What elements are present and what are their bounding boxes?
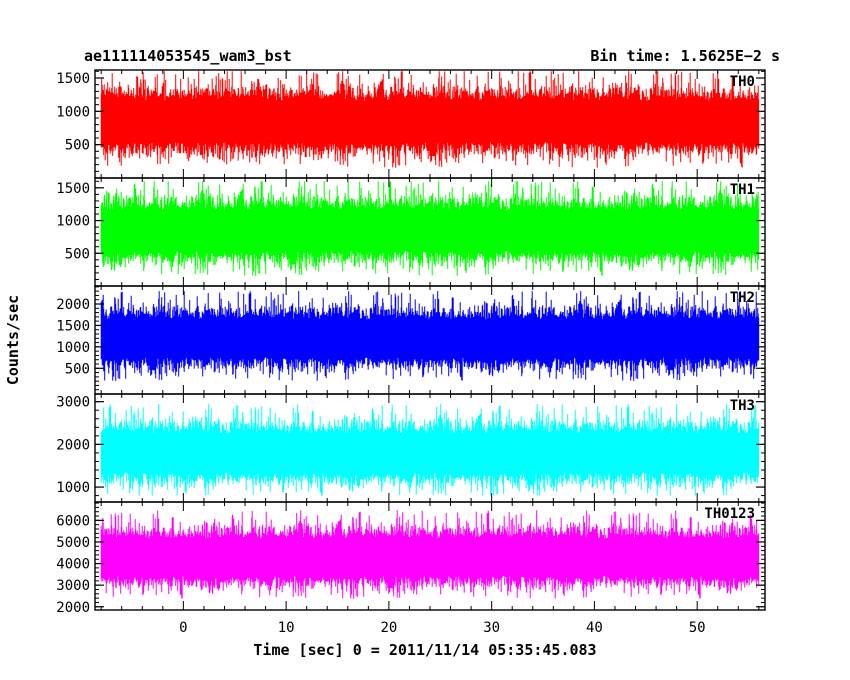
y-tick-label: 500 — [65, 138, 90, 154]
series-th1 — [100, 181, 760, 276]
y-tick-label: 2000 — [56, 297, 90, 313]
x-axis: 0 10 20 30 40 50 — [179, 620, 705, 636]
x-tick-label: 30 — [483, 620, 500, 636]
chart-title: ae111114053545_wam3_bst — [84, 47, 292, 65]
y-tick-label: 6000 — [56, 513, 90, 529]
y-tick-label: 3000 — [56, 395, 90, 411]
y-tick-label: 1500 — [56, 318, 90, 334]
panel-label: TH0 — [730, 74, 755, 90]
series-th2 — [100, 291, 760, 381]
x-tick-label: 10 — [278, 620, 295, 636]
y-tick-label: 500 — [65, 361, 90, 377]
bin-time-label: Bin time: 1.5625E−2 s — [590, 47, 780, 65]
y-tick-label: 1000 — [56, 340, 90, 356]
y-tick-label: 5000 — [56, 535, 90, 551]
panel-th3: 1000 2000 3000 TH3 — [56, 393, 766, 503]
y-tick-label: 2000 — [56, 600, 90, 616]
x-tick-label: 0 — [179, 620, 187, 636]
x-axis-label: Time [sec] 0 = 2011/11/14 05:35:45.083 — [253, 641, 596, 659]
panel-label: TH1 — [730, 182, 755, 198]
y-tick-label: 1000 — [56, 104, 90, 120]
y-tick-label: 3000 — [56, 578, 90, 594]
panel-stack: 500 1000 1500 TH0 500 1000 1500 TH1 500 1000 1500 2… — [56, 69, 766, 616]
x-tick-label: 40 — [586, 620, 603, 636]
panel-th1: 500 1000 1500 TH1 — [56, 177, 766, 287]
series-th0123 — [100, 510, 760, 599]
panel-label: TH0123 — [704, 506, 755, 522]
panel-label: TH2 — [730, 290, 755, 306]
y-tick-label: 1000 — [56, 480, 90, 496]
panel-label: TH3 — [730, 398, 755, 414]
panel-th2: 500 1000 1500 2000 TH2 — [56, 285, 766, 395]
panel-th0123: 2000 3000 4000 5000 6000 TH0123 — [56, 501, 766, 616]
y-tick-label: 1000 — [56, 214, 90, 230]
y-tick-label: 2000 — [56, 437, 90, 453]
y-axis-label: Counts/sec — [4, 295, 22, 385]
y-tick-label: 500 — [65, 246, 90, 262]
series-th3 — [100, 404, 760, 496]
panel-th0: 500 1000 1500 TH0 — [56, 69, 766, 179]
x-tick-label: 50 — [689, 620, 706, 636]
y-tick-label: 1500 — [56, 181, 90, 197]
series-th0 — [100, 71, 760, 168]
x-tick-label: 20 — [380, 620, 397, 636]
y-tick-label: 1500 — [56, 71, 90, 87]
y-tick-label: 4000 — [56, 557, 90, 573]
